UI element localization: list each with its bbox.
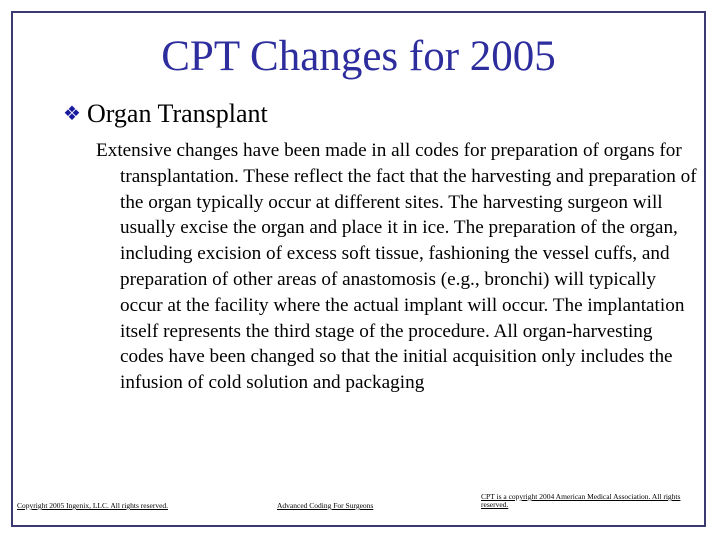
slide-frame: CPT Changes for 2005 ❖ Organ Transplant … <box>11 11 706 527</box>
body-paragraph: Extensive changes have been made in all … <box>96 140 697 394</box>
footer-cpt-notice: CPT is a copyright 2004 American Medical… <box>481 492 681 509</box>
footer-copyright: Copyright 2005 Ingenix, LLC. All rights … <box>17 501 169 510</box>
diamond-bullet-icon: ❖ <box>63 103 81 125</box>
bullet-text: Organ Transplant <box>86 99 268 128</box>
footer-course-title: Advanced Coding For Surgeons <box>277 501 374 510</box>
bullet-item: ❖ Organ Transplant <box>63 101 268 127</box>
slide-title: CPT Changes for 2005 <box>161 33 556 80</box>
